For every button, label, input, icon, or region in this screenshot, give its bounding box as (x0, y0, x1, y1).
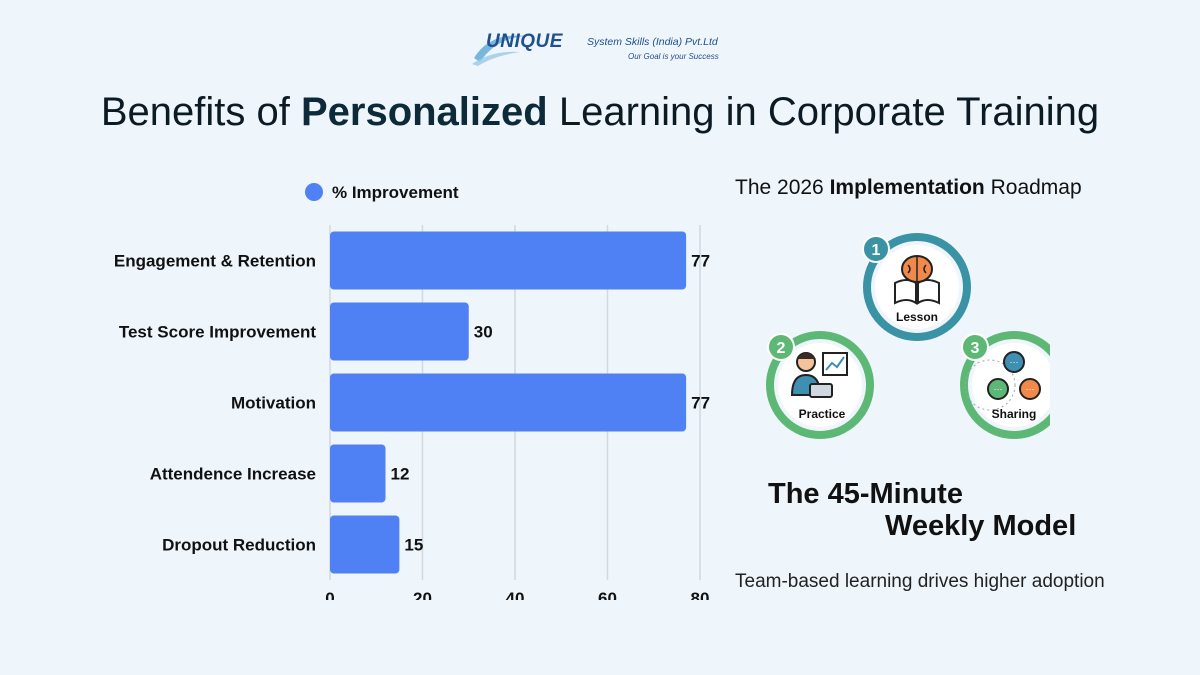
data-label: 12 (391, 465, 410, 484)
x-tick-label: 80 (691, 589, 710, 600)
category-label: Dropout Reduction (162, 536, 316, 555)
step-lesson-number: 1 (872, 242, 881, 259)
brain-book-icon (894, 255, 940, 305)
roadmap-title-bold: Implementation (829, 176, 985, 199)
x-tick-label: 40 (506, 589, 525, 600)
data-label: 77 (691, 394, 710, 413)
x-tick-label: 0 (325, 589, 334, 600)
title-suffix: Learning in Corporate Training (547, 90, 1100, 134)
x-tick-label: 20 (413, 589, 432, 600)
data-label: 15 (404, 536, 423, 555)
logo-tagline: Our Goal is your Success (628, 52, 719, 61)
roadmap-title-suffix: Roadmap (984, 176, 1082, 199)
logo-company: System Skills (India) Pvt.Ltd (587, 36, 718, 48)
bar (330, 231, 687, 290)
company-logo: UNIQUE System Skills (India) Pvt.Ltd Our… (470, 28, 740, 68)
model-caption: Team-based learning drives higher adopti… (735, 571, 1105, 592)
svg-text:···: ··· (994, 384, 1003, 394)
logo-brand: UNIQUE (486, 31, 563, 52)
bar (330, 302, 469, 361)
step-practice-label: Practice (799, 407, 846, 421)
step-practice: Practice 2 (766, 331, 874, 439)
model-title-line1: The 45-Minute (768, 478, 963, 510)
category-label: Attendence Increase (150, 465, 316, 484)
step-lesson-label: Lesson (896, 310, 938, 324)
roadmap-title: The 2026 Implementation Roadmap (735, 176, 1082, 200)
step-lesson: Lesson 1 (862, 233, 971, 341)
chat-bubbles-icon: ··· ··· ··· (964, 351, 1041, 411)
category-label: Engagement & Retention (114, 252, 316, 271)
roadmap-cycle: Lesson 1 Practice 2 ··· ··· ··· (766, 233, 1050, 439)
data-label: 30 (474, 323, 493, 342)
x-tick-label: 60 (598, 589, 617, 600)
bar (330, 373, 687, 432)
svg-text:···: ··· (1010, 357, 1019, 367)
page-title: Benefits of Personalized Learning in Cor… (0, 90, 1200, 135)
legend-label: % Improvement (332, 183, 459, 202)
improvement-bar-chart: % Improvement Engagement & Retention 77 Tes… (114, 183, 710, 600)
person-laptop-chart-icon (790, 352, 848, 398)
step-sharing: ··· ··· ··· Sharing 3 (960, 331, 1050, 439)
step-sharing-number: 3 (971, 340, 980, 357)
data-label: 77 (691, 252, 710, 271)
title-bold: Personalized (300, 90, 548, 134)
legend-swatch (305, 183, 323, 201)
step-sharing-label: Sharing (992, 407, 1037, 421)
step-practice-number: 2 (777, 340, 786, 357)
title-prefix: Benefits of (100, 90, 301, 134)
logo-swoosh-icon (472, 35, 526, 66)
category-label: Motivation (231, 394, 316, 413)
bar (330, 444, 386, 503)
bar (330, 515, 400, 574)
svg-text:···: ··· (1026, 384, 1035, 394)
model-title-line2: Weekly Model (885, 510, 1077, 542)
category-label: Test Score Improvement (119, 323, 316, 342)
roadmap-title-prefix: The 2026 (735, 176, 830, 199)
